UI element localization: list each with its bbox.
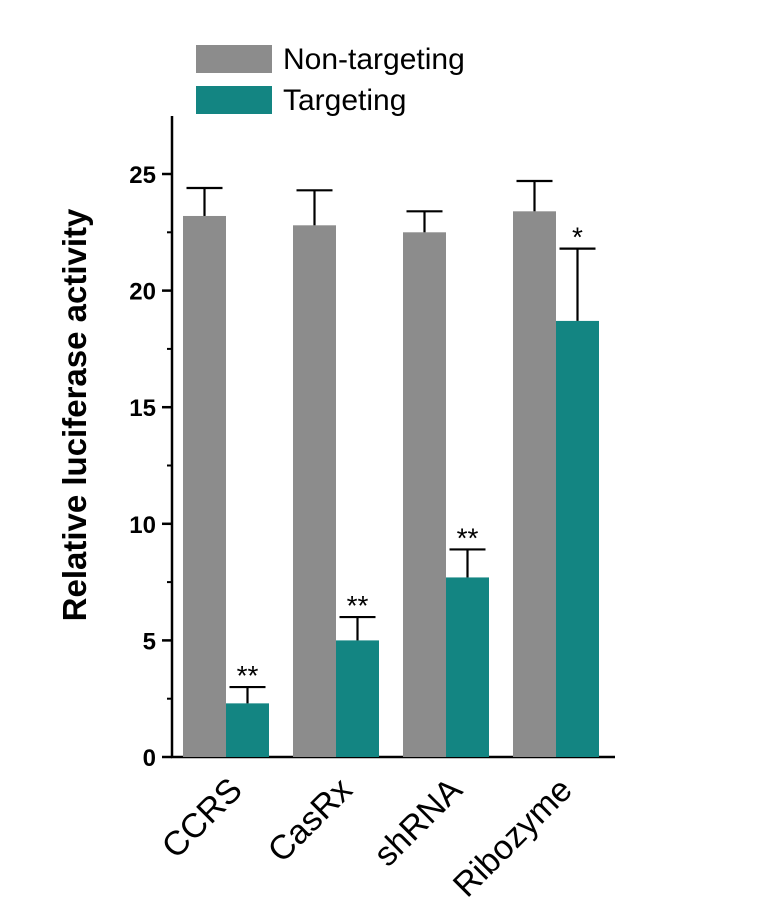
legend: Non-targeting Targeting [196,43,465,117]
legend-label: Non-targeting [283,43,465,76]
bar-targeting-ccrs [226,703,269,757]
x-tick-label: CCRS [155,771,250,866]
bar-non-targeting-casrx [293,225,336,757]
legend-swatch [196,86,272,114]
y-tick-label: 10 [129,512,156,539]
bar-non-targeting-ribozyme [513,211,556,757]
legend-label: Targeting [283,84,406,117]
bar-targeting-shrna [446,577,489,757]
x-tick-label: shRNA [367,771,470,874]
bar-targeting-ribozyme [556,320,599,757]
y-tick-label: 0 [143,745,156,772]
significance-label: ** [457,522,479,553]
bar-non-targeting-shrna [403,232,446,758]
bar-non-targeting-ccrs [183,215,226,757]
y-tick-label: 25 [129,162,156,189]
y-tick-label: 15 [129,395,156,422]
significance-label: ** [347,590,369,621]
y-axis-label: Relative luciferase activity [56,208,93,621]
significance-label: * [572,222,583,253]
bars: ** CCRS ** CasRx ** shRNA * Ribozyme [155,179,599,903]
y-tick-label: 20 [129,279,156,306]
x-tick-label: CasRx [261,771,360,870]
bar-targeting-casrx [336,640,379,757]
y-tick-label: 5 [143,628,156,655]
legend-swatch [196,45,272,73]
x-tick-label: Ribozyme [446,771,580,903]
significance-label: ** [237,660,259,691]
